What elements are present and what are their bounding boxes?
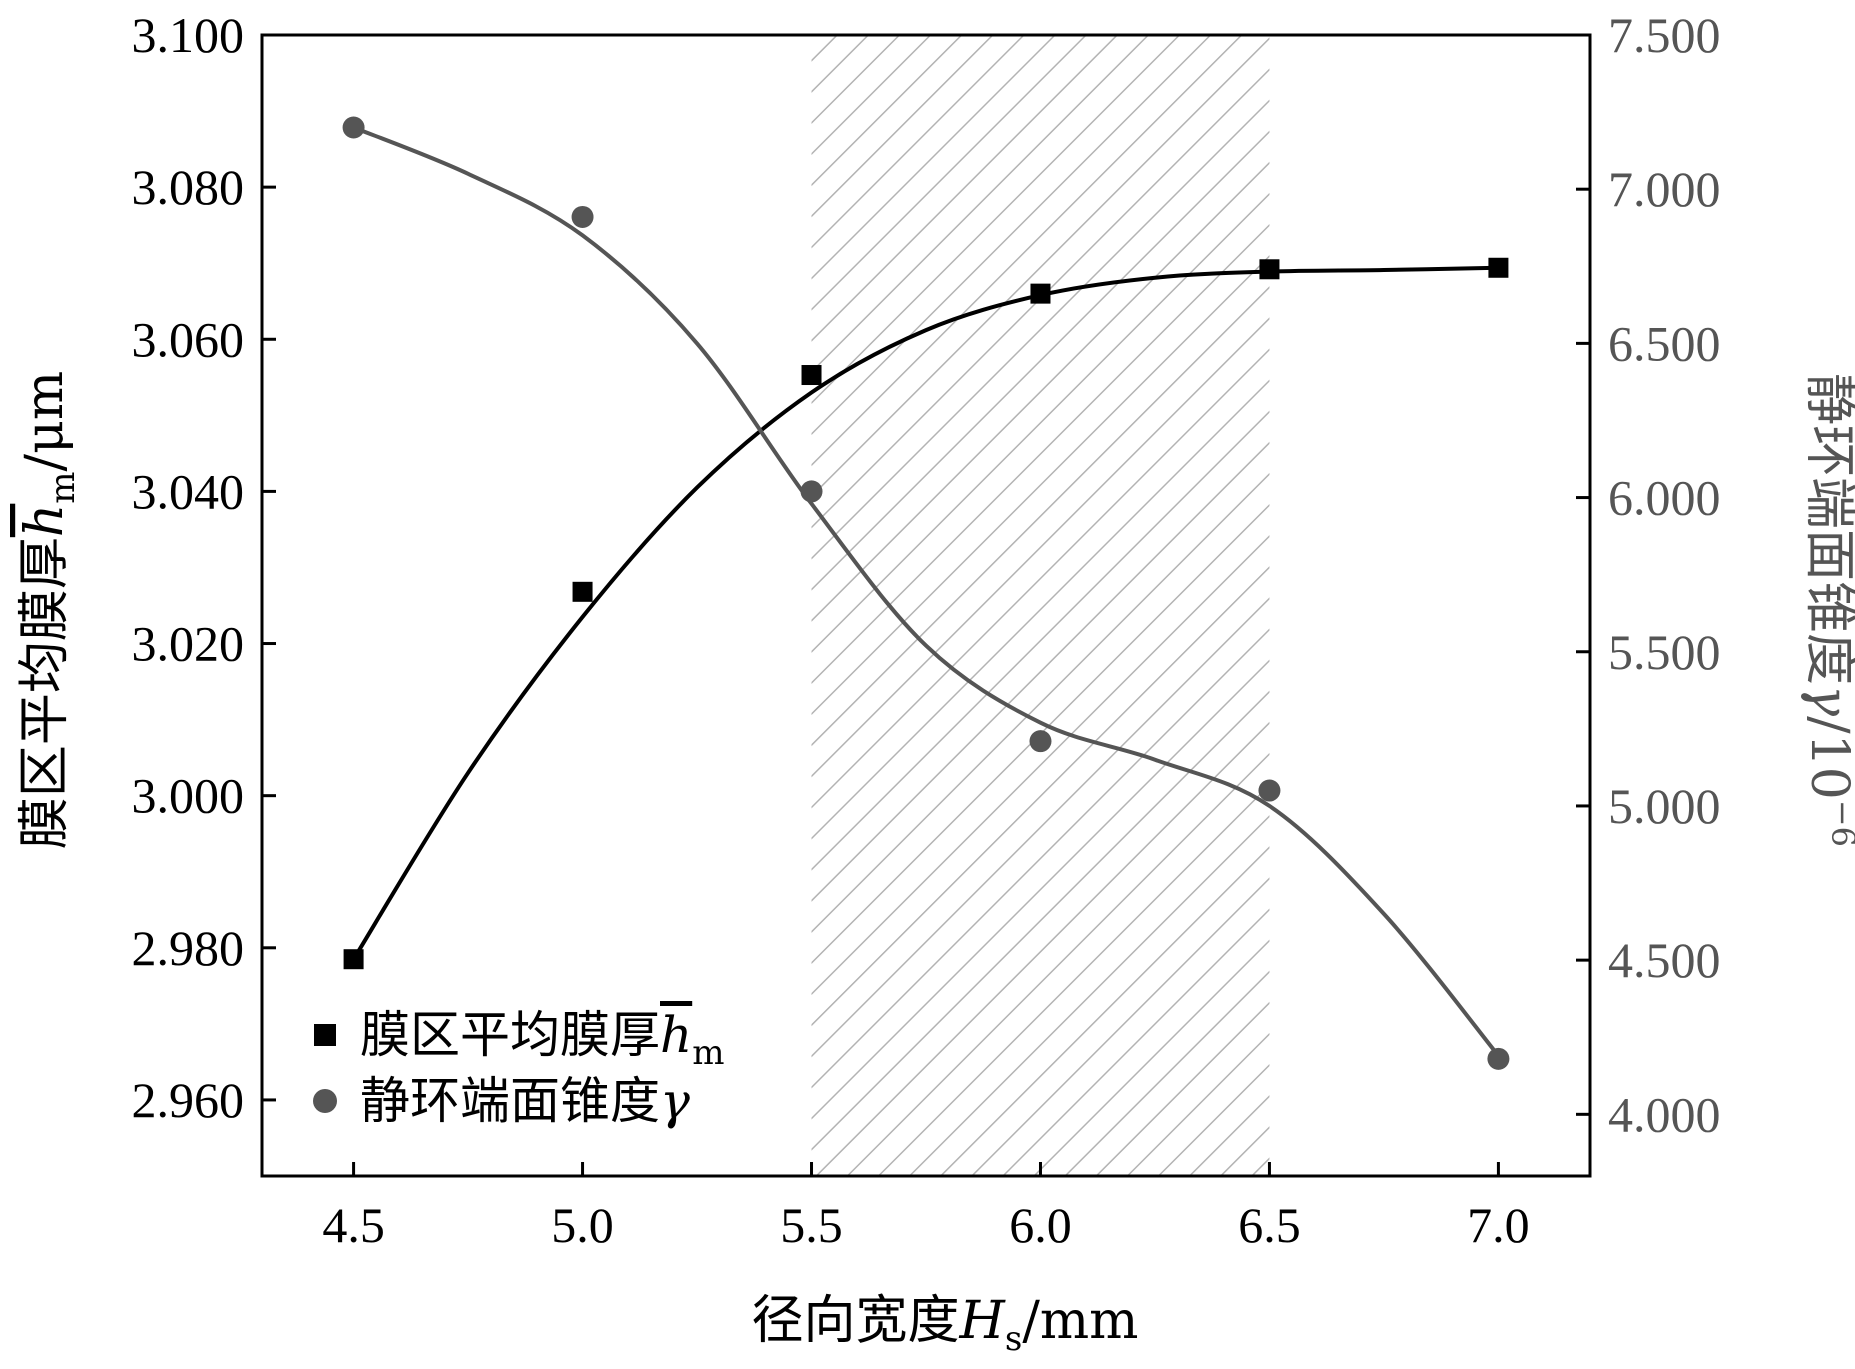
y-left-axis-title: 膜区平均膜厚hm/μm — [15, 371, 83, 849]
tick-layer — [262, 33, 1590, 1176]
data-point-film-thickness — [1259, 259, 1280, 280]
y-right-axis-title-unit: /10 — [1799, 716, 1855, 800]
fit-curve-film-thickness — [351, 265, 1499, 961]
y-right-tick-label: 7.000 — [1608, 161, 1721, 217]
data-point-film-thickness — [572, 581, 593, 602]
data-point-film-thickness — [1030, 283, 1051, 304]
data-point-taper — [1029, 730, 1052, 753]
data-point-taper — [342, 116, 365, 139]
x-axis-title-sub: s — [1005, 1319, 1022, 1359]
data-point-taper — [1258, 779, 1281, 802]
legend-marker-square — [314, 1024, 336, 1046]
data-point-film-thickness — [343, 949, 364, 970]
y-right-tick-label: 5.000 — [1608, 778, 1721, 834]
y-left-tick-label: 2.960 — [132, 1072, 245, 1128]
x-tick-label: 6.5 — [1238, 1197, 1301, 1253]
y-right-axis-title-main: 静环端面锥度 — [1799, 373, 1855, 685]
y-right-tick-labels: 4.000 4.500 5.000 5.500 6.000 6.500 7.000 7.500 — [1608, 7, 1721, 1142]
data-point-film-thickness — [801, 365, 822, 386]
shaded-region — [811, 35, 1270, 1176]
y-left-tick-label: 3.040 — [132, 463, 245, 519]
y-left-axis-title-main: 膜区平均膜厚 — [15, 537, 75, 849]
legend-label-taper-var: γ — [660, 1072, 690, 1130]
x-axis-title: 径向宽度Hs/mm — [752, 1291, 1139, 1359]
x-axis-title-var: H — [959, 1291, 1007, 1351]
data-point-taper — [800, 480, 823, 503]
y-left-tick-labels: 2.960 2.980 3.000 3.020 3.040 3.060 3.080 3.100 — [132, 7, 245, 1128]
y-left-tick-label: 3.000 — [132, 768, 245, 824]
legend-label-film-thickness: 膜区平均膜厚hm — [360, 1006, 724, 1073]
marker-layer — [342, 116, 1510, 1070]
fit-curve-layer — [351, 125, 1500, 1057]
legend: 膜区平均膜厚hm 静环端面锥度γ — [313, 1006, 724, 1130]
legend-label-film-thickness-var: h — [660, 1006, 692, 1064]
x-tick-label: 7.0 — [1467, 1197, 1530, 1253]
legend-label-taper: 静环端面锥度γ — [360, 1072, 690, 1130]
legend-label-film-thickness-main: 膜区平均膜厚 — [360, 1006, 660, 1064]
plot-frame — [260, 33, 1592, 1178]
y-left-tick-label: 3.100 — [132, 7, 245, 63]
y-left-tick-label: 3.080 — [132, 159, 245, 215]
x-tick-label: 5.5 — [780, 1197, 843, 1253]
legend-label-taper-main: 静环端面锥度 — [360, 1072, 660, 1130]
y-right-tick-label: 4.500 — [1608, 932, 1721, 988]
x-axis-title-main: 径向宽度 — [752, 1291, 960, 1351]
legend-marker-circle — [313, 1089, 337, 1113]
y-left-axis-title-sub: m — [43, 471, 83, 503]
y-right-tick-label: 7.500 — [1608, 7, 1721, 63]
y-right-axis-title-var: γ — [1799, 685, 1855, 717]
x-axis-title-unit: /mm — [1022, 1291, 1138, 1351]
shaded-region-layer — [811, 35, 1270, 1176]
y-right-axis-title-exp: −6 — [1824, 800, 1855, 847]
y-right-tick-label: 5.500 — [1608, 624, 1721, 680]
legend-label-film-thickness-sub: m — [692, 1033, 724, 1073]
x-tick-labels: 4.5 5.0 5.5 6.0 6.5 7.0 — [322, 1197, 1529, 1253]
x-tick-label: 4.5 — [322, 1197, 385, 1253]
data-point-taper — [571, 205, 594, 228]
y-left-tick-label: 2.980 — [132, 920, 245, 976]
y-right-tick-label: 6.500 — [1608, 315, 1721, 371]
y-right-tick-label: 6.000 — [1608, 470, 1721, 526]
data-point-taper — [1487, 1047, 1510, 1070]
y-right-tick-label: 4.000 — [1608, 1086, 1721, 1142]
y-left-axis-title-var: h — [15, 504, 75, 538]
x-tick-label: 6.0 — [1009, 1197, 1072, 1253]
y-left-tick-label: 3.060 — [132, 311, 245, 367]
y-right-axis-title: 静环端面锥度γ/10−6 — [1799, 373, 1855, 847]
y-left-axis-title-unit: /μm — [15, 371, 75, 472]
y-left-tick-label: 3.020 — [132, 616, 245, 672]
data-point-film-thickness — [1488, 257, 1509, 278]
fit-curve-taper — [352, 125, 1500, 1057]
x-tick-label: 5.0 — [551, 1197, 614, 1253]
